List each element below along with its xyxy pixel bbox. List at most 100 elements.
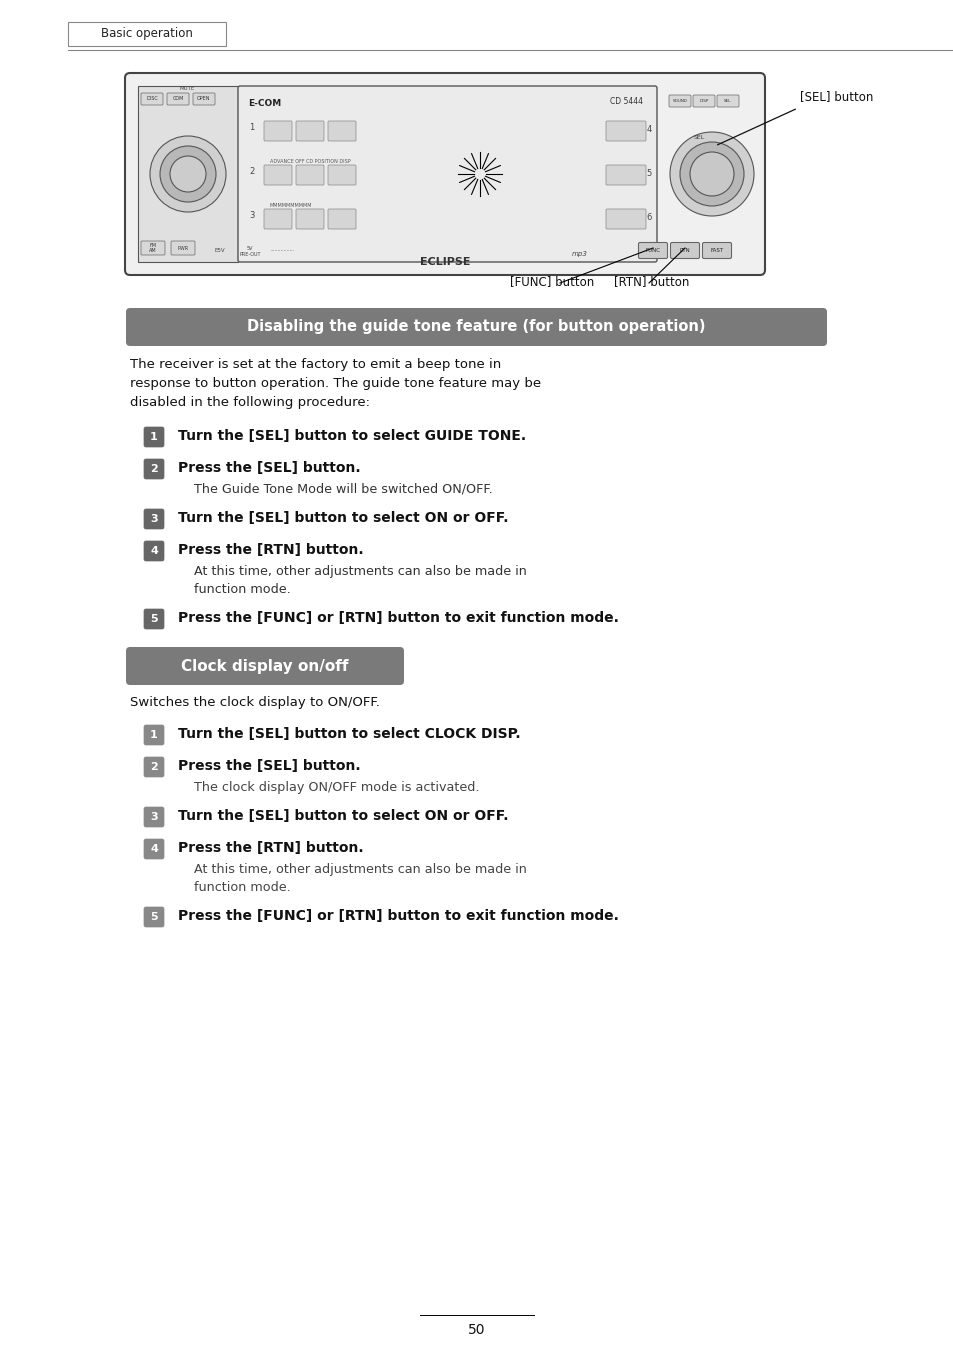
Text: MMMMMMMMMM: MMMMMMMMMM [270,203,313,209]
FancyBboxPatch shape [144,427,164,447]
FancyBboxPatch shape [68,22,226,46]
FancyBboxPatch shape [264,121,292,141]
Text: 1: 1 [150,432,157,442]
Text: function mode.: function mode. [193,881,291,894]
Circle shape [160,146,215,202]
FancyBboxPatch shape [328,165,355,186]
FancyBboxPatch shape [638,243,667,259]
Text: FUNC: FUNC [645,248,659,253]
FancyBboxPatch shape [167,93,189,104]
Text: FAST: FAST [710,248,722,253]
Text: [RTN] button: [RTN] button [614,275,689,289]
Text: function mode.: function mode. [193,583,291,596]
Text: response to button operation. The guide tone feature may be: response to button operation. The guide … [130,377,540,390]
Text: Press the [SEL] button.: Press the [SEL] button. [178,461,360,476]
Text: FM
AM: FM AM [149,243,156,253]
FancyBboxPatch shape [717,95,739,107]
Text: 1: 1 [150,730,157,740]
Text: ADVANCE OFF CD POSITION DISP: ADVANCE OFF CD POSITION DISP [270,159,351,164]
FancyBboxPatch shape [295,165,324,186]
Text: At this time, other adjustments can also be made in: At this time, other adjustments can also… [193,863,526,875]
FancyBboxPatch shape [692,95,714,107]
Text: CD 5444: CD 5444 [609,98,642,107]
Text: Turn the [SEL] button to select ON or OFF.: Turn the [SEL] button to select ON or OF… [178,809,508,822]
FancyBboxPatch shape [141,241,165,255]
FancyBboxPatch shape [701,243,731,259]
Text: The clock display ON/OFF mode is activated.: The clock display ON/OFF mode is activat… [193,780,479,794]
FancyBboxPatch shape [605,121,645,141]
FancyBboxPatch shape [295,209,324,229]
FancyBboxPatch shape [328,209,355,229]
Text: disabled in the following procedure:: disabled in the following procedure: [130,396,370,409]
FancyBboxPatch shape [144,725,164,745]
Text: RTN: RTN [679,248,690,253]
Text: 4: 4 [150,546,158,556]
Text: DISP: DISP [699,99,708,103]
Bar [138,85,237,262]
FancyBboxPatch shape [237,85,657,262]
Text: The receiver is set at the factory to emit a beep tone in: The receiver is set at the factory to em… [130,358,500,371]
Text: E5V: E5V [214,248,226,253]
FancyBboxPatch shape [144,459,164,480]
Text: 3: 3 [150,514,157,524]
Text: 6: 6 [645,213,651,222]
Text: Turn the [SEL] button to select GUIDE TONE.: Turn the [SEL] button to select GUIDE TO… [178,430,525,443]
Text: OPEN: OPEN [197,96,211,102]
FancyBboxPatch shape [328,121,355,141]
Text: 3: 3 [249,211,254,220]
Text: Turn the [SEL] button to select CLOCK DISP.: Turn the [SEL] button to select CLOCK DI… [178,728,520,741]
FancyBboxPatch shape [605,209,645,229]
Text: Press the [FUNC] or [RTN] button to exit function mode.: Press the [FUNC] or [RTN] button to exit… [178,611,618,625]
Text: mp3: mp3 [572,251,587,257]
FancyBboxPatch shape [668,95,690,107]
Text: 5V
PRE-OUT: 5V PRE-OUT [239,247,260,257]
FancyBboxPatch shape [295,121,324,141]
Text: The Guide Tone Mode will be switched ON/OFF.: The Guide Tone Mode will be switched ON/… [193,482,493,496]
FancyBboxPatch shape [126,646,403,686]
Text: 50: 50 [468,1322,485,1337]
Text: [FUNC] button: [FUNC] button [510,275,594,289]
Text: PWR: PWR [177,245,189,251]
Text: 5: 5 [646,169,651,178]
Text: ECLIPSE: ECLIPSE [419,257,470,267]
Circle shape [669,131,753,215]
Text: 2: 2 [150,463,157,474]
FancyBboxPatch shape [144,541,164,561]
FancyBboxPatch shape [144,839,164,859]
FancyBboxPatch shape [264,165,292,186]
FancyBboxPatch shape [144,608,164,629]
Text: 5: 5 [150,614,157,625]
FancyBboxPatch shape [193,93,214,104]
Text: 4: 4 [150,844,158,854]
FancyBboxPatch shape [144,808,164,827]
Text: Clock display on/off: Clock display on/off [181,659,349,673]
FancyBboxPatch shape [144,509,164,528]
Text: SEL: SEL [693,136,704,140]
FancyBboxPatch shape [126,308,826,346]
Text: 4: 4 [646,125,651,134]
FancyBboxPatch shape [171,241,194,255]
FancyBboxPatch shape [670,243,699,259]
Text: Press the [RTN] button.: Press the [RTN] button. [178,543,363,557]
Text: Turn the [SEL] button to select ON or OFF.: Turn the [SEL] button to select ON or OF… [178,511,508,524]
Text: COM: COM [172,96,184,102]
Text: MUTE: MUTE [179,85,194,91]
Circle shape [689,152,733,196]
FancyBboxPatch shape [125,73,764,275]
Text: 1: 1 [249,123,254,131]
Text: 2: 2 [150,762,157,772]
FancyBboxPatch shape [144,757,164,776]
Text: Switches the clock display to ON/OFF.: Switches the clock display to ON/OFF. [130,696,379,709]
Text: E-COM: E-COM [248,99,281,108]
Circle shape [679,142,743,206]
Text: At this time, other adjustments can also be made in: At this time, other adjustments can also… [193,565,526,579]
Text: Disabling the guide tone feature (for button operation): Disabling the guide tone feature (for bu… [247,320,705,335]
Circle shape [170,156,206,192]
Text: DISC: DISC [146,96,157,102]
Text: Press the [FUNC] or [RTN] button to exit function mode.: Press the [FUNC] or [RTN] button to exit… [178,909,618,923]
Text: Press the [SEL] button.: Press the [SEL] button. [178,759,360,772]
FancyBboxPatch shape [141,93,163,104]
Text: SEL: SEL [723,99,731,103]
FancyBboxPatch shape [264,209,292,229]
Text: SOUND: SOUND [672,99,687,103]
